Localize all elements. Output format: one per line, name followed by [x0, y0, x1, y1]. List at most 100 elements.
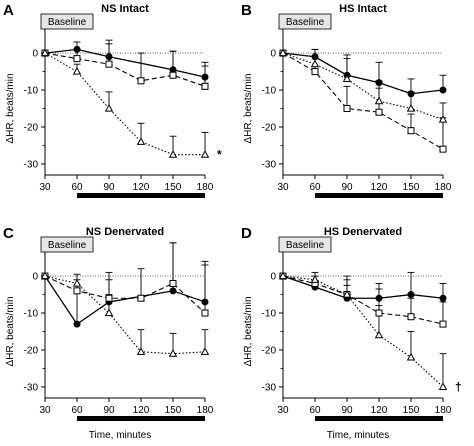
y-tick-label: -30	[262, 159, 277, 170]
data-point-triangle	[200, 347, 210, 355]
y-tick-label: -20	[24, 345, 39, 356]
data-point-triangle	[374, 96, 384, 105]
data-point-triangle	[72, 66, 82, 75]
y-axis-label: ΔHR, beats/min	[243, 296, 254, 366]
data-point-circle	[439, 86, 447, 94]
y-tick-label: -20	[24, 122, 39, 133]
panel-letter: A	[3, 2, 14, 19]
data-point-square	[407, 127, 415, 135]
infusion-period-bar	[315, 416, 443, 421]
x-tick-label: 150	[165, 182, 182, 193]
x-tick-label: 30	[39, 405, 51, 416]
x-tick-label: 90	[103, 405, 115, 416]
data-point-triangle	[406, 103, 416, 112]
y-tick-label: 0	[270, 49, 276, 60]
data-point-triangle	[104, 308, 114, 317]
data-point-square	[201, 309, 209, 317]
data-point-square	[105, 294, 113, 302]
series-line-open-square	[44, 52, 206, 87]
y-tick-label: -10	[262, 86, 277, 97]
data-point-square	[375, 309, 383, 317]
data-point-circle	[311, 53, 319, 61]
data-point-square	[169, 279, 177, 287]
data-point-circle	[375, 294, 383, 302]
y-tick-label: -10	[24, 309, 39, 320]
baseline-label: Baseline	[48, 240, 87, 251]
baseline-label: Baseline	[48, 17, 87, 28]
baseline-box	[278, 13, 332, 30]
panel-letter: B	[241, 2, 252, 19]
x-tick-label: 30	[277, 182, 289, 193]
series-line-open-square	[282, 52, 444, 150]
significance-marker: †	[455, 380, 462, 394]
panel-letter: D	[241, 225, 252, 242]
x-tick-label: 120	[133, 182, 150, 193]
x-tick-label: 120	[133, 405, 150, 416]
data-point-triangle	[438, 114, 448, 123]
x-axis-label: Time, minutes	[327, 430, 389, 441]
data-point-square	[105, 60, 113, 68]
data-point-circle	[201, 298, 209, 306]
chart-panel-b: B HS Intact ΔHR, beats/min 0 -10 -20 -30 30 60 90…	[241, 2, 452, 198]
data-point-triangle	[342, 74, 352, 83]
data-point-square	[137, 294, 145, 302]
x-axis-label: Time, minutes	[89, 430, 151, 441]
data-point-square	[375, 108, 383, 116]
baseline-label: Baseline	[286, 17, 325, 28]
panel-title: HS Intact	[339, 3, 387, 15]
data-point-triangle	[342, 289, 352, 298]
x-tick-label: 60	[71, 405, 83, 416]
infusion-period-bar	[77, 193, 205, 198]
data-point-triangle	[200, 150, 210, 158]
series-line-open-triangle	[282, 52, 444, 121]
data-point-triangle	[310, 275, 320, 283]
data-point-square	[73, 287, 81, 295]
data-point-circle	[375, 79, 383, 87]
data-point-square	[311, 68, 319, 76]
x-tick-label: 180	[197, 182, 214, 193]
series-line-open-triangle	[44, 275, 206, 355]
data-point-circle	[201, 73, 209, 81]
y-axis-label: ΔHR, beats/min	[243, 73, 254, 143]
data-point-triangle	[136, 347, 146, 355]
series-line-filled-circle	[44, 275, 206, 326]
y-tick-label: -10	[262, 309, 277, 320]
y-tick-label: -30	[24, 159, 39, 170]
x-tick-label: 60	[71, 182, 83, 193]
y-tick-label: -20	[262, 122, 277, 133]
panel-title: NS Denervated	[86, 226, 164, 238]
y-tick-label: 0	[32, 49, 38, 60]
x-tick-label: 120	[371, 182, 388, 193]
y-tick-label: -30	[262, 382, 277, 393]
series-line-open-triangle	[44, 52, 205, 156]
y-tick-label: 0	[270, 272, 276, 283]
baseline-box	[40, 13, 94, 30]
series-line-open-square	[282, 275, 444, 325]
y-axis-label: ΔHR, beats/min	[5, 73, 16, 143]
chart-panel-c: C NS Denervated ΔHR, beats/min 0 -10 -20 -30 30…	[3, 225, 214, 441]
x-tick-label: 90	[341, 182, 353, 193]
series-line-open-square	[44, 275, 206, 314]
x-tick-label: 150	[403, 182, 420, 193]
data-point-triangle	[104, 103, 114, 112]
data-point-triangle	[278, 271, 288, 280]
data-point-triangle	[310, 59, 320, 68]
x-tick-label: 60	[309, 405, 321, 416]
data-point-circle	[73, 45, 81, 53]
x-tick-label: 60	[309, 182, 321, 193]
baseline-box	[40, 236, 94, 253]
data-point-triangle	[40, 48, 50, 57]
x-tick-label: 180	[197, 405, 214, 416]
data-point-square	[137, 77, 145, 85]
data-point-circle	[439, 294, 447, 302]
panel-letter: C	[3, 225, 14, 242]
y-tick-label: 0	[32, 272, 38, 283]
x-tick-label: 180	[435, 405, 452, 416]
data-point-square	[439, 145, 447, 153]
data-point-square	[201, 82, 209, 90]
infusion-period-bar	[315, 193, 443, 198]
x-tick-label: 90	[103, 182, 115, 193]
data-point-triangle	[136, 137, 146, 145]
data-point-triangle	[168, 150, 178, 158]
